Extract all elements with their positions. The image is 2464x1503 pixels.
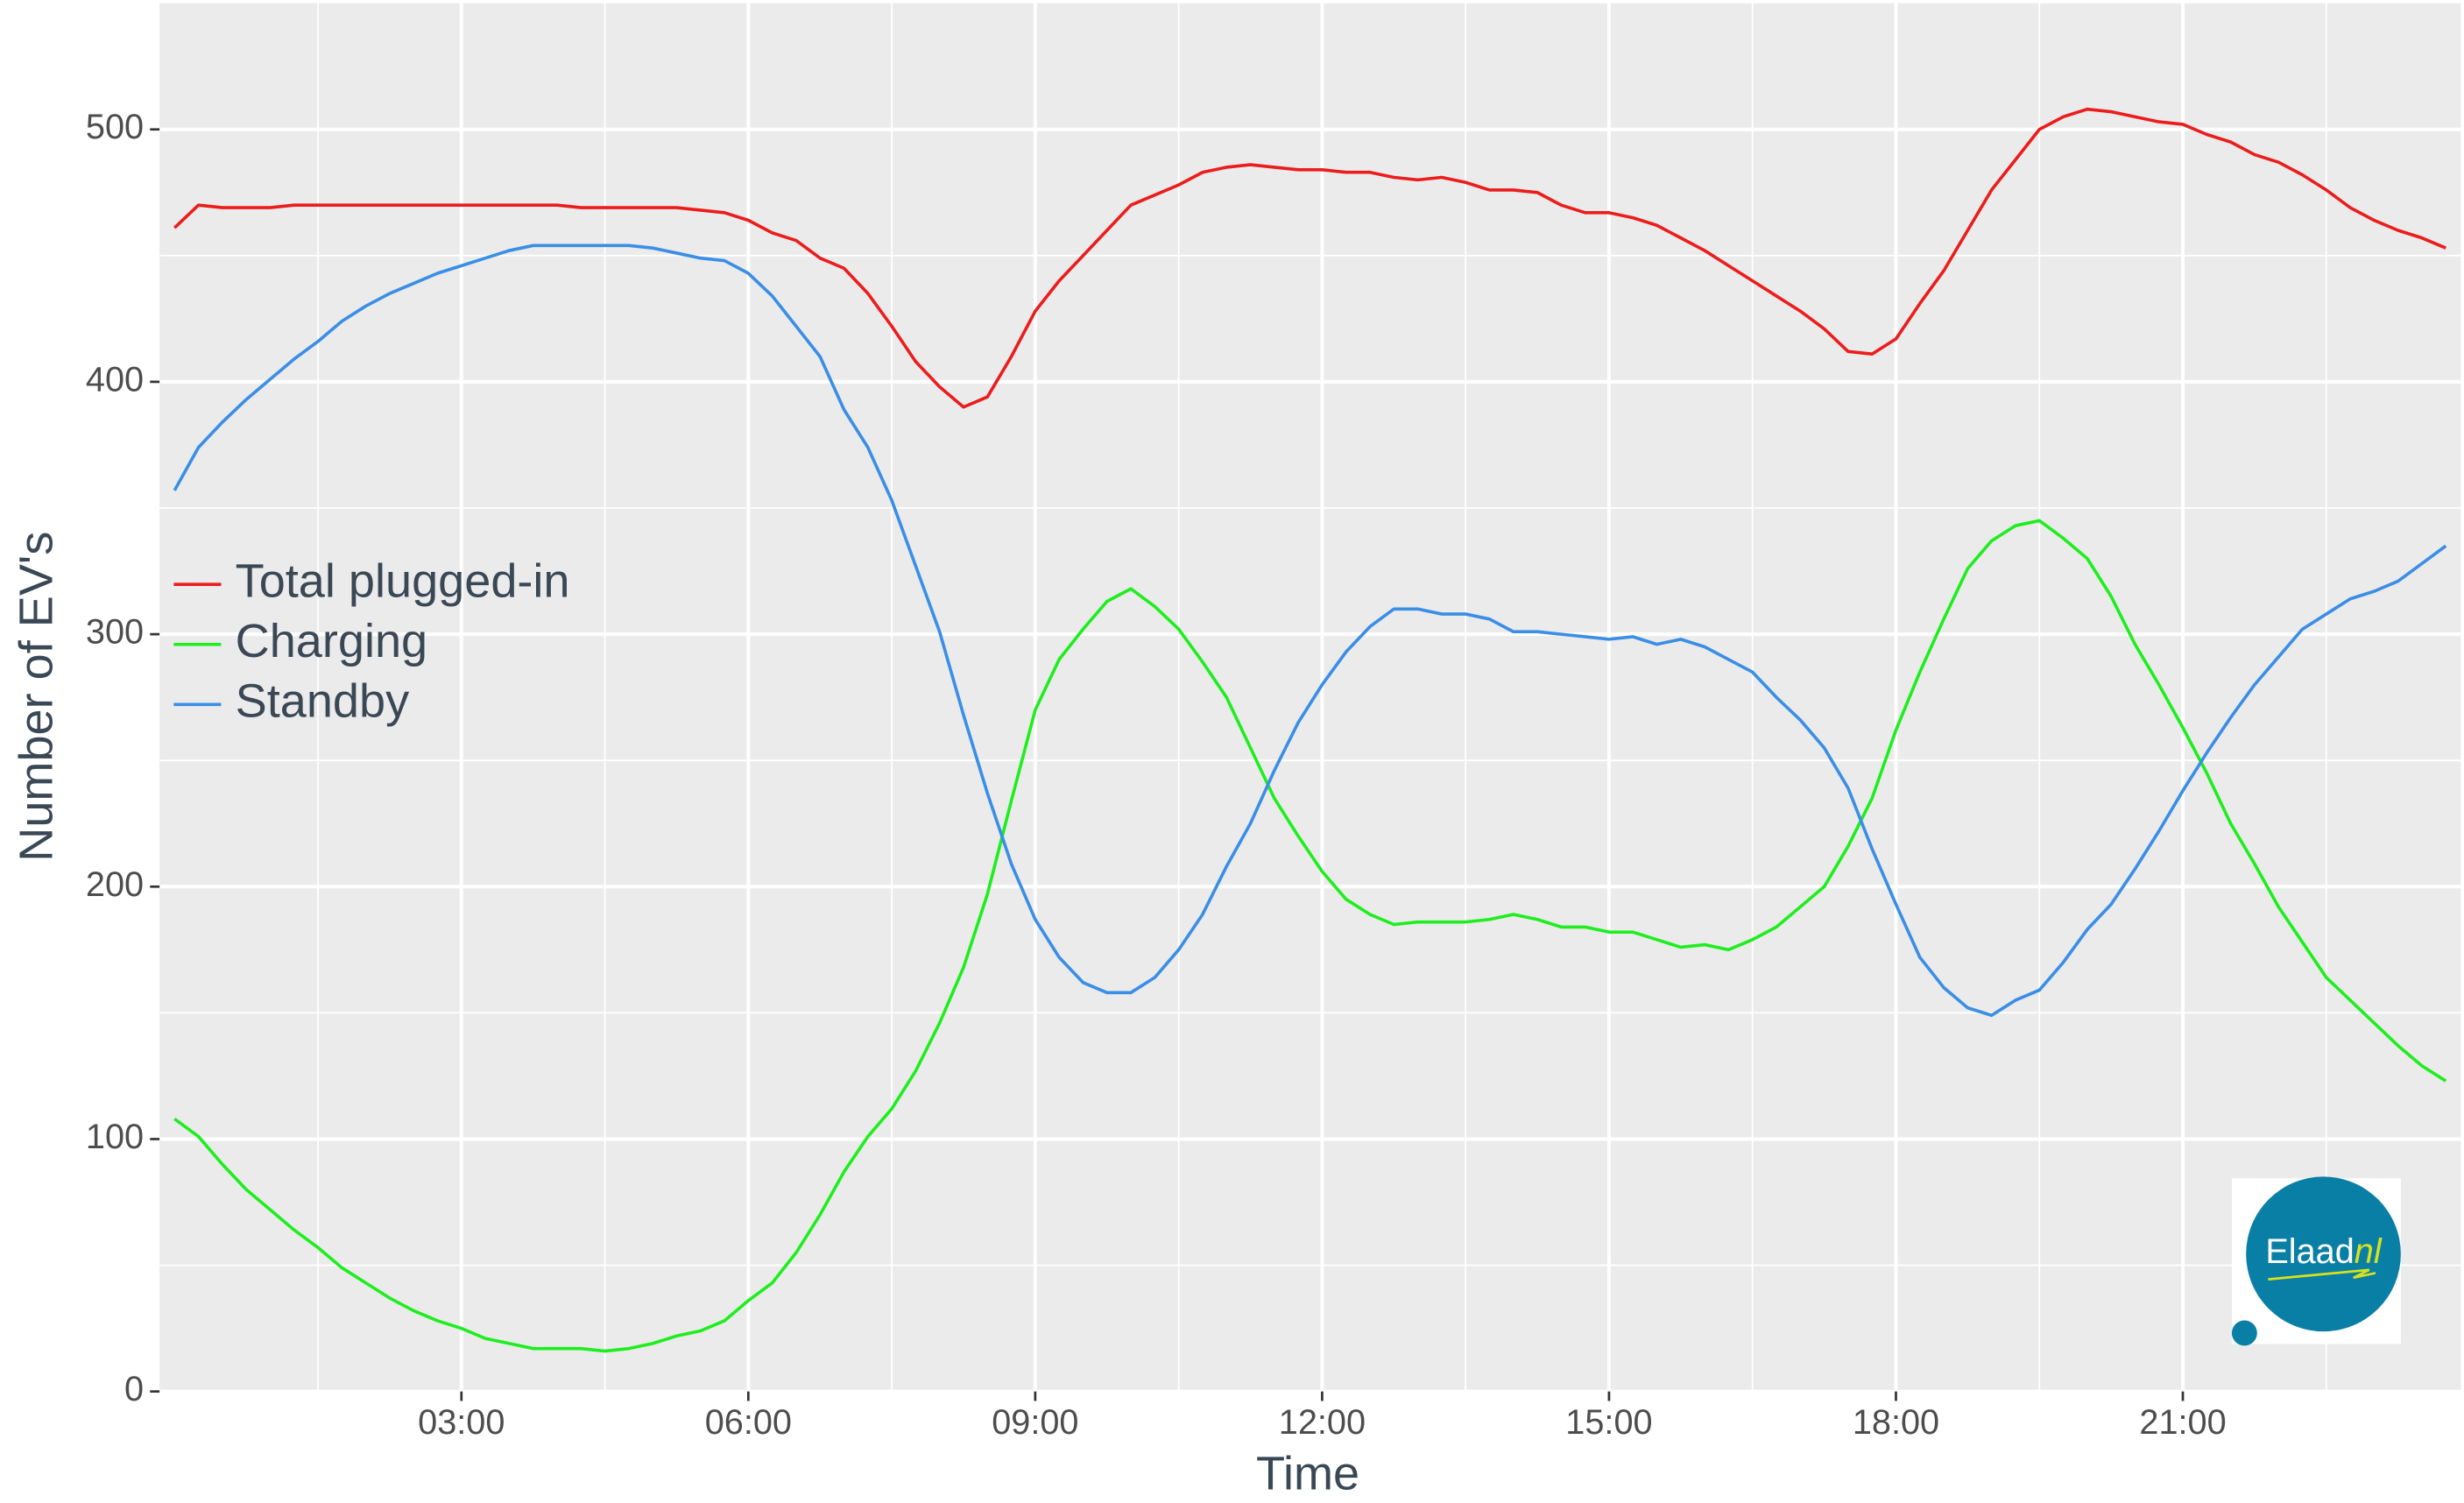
- logo-name: Elaad: [2265, 1232, 2354, 1271]
- panel: [159, 3, 2461, 1392]
- logo-text: Elaadnl: [2265, 1232, 2382, 1271]
- x-tick-label: 21:00: [2139, 1403, 2226, 1442]
- legend-label: Total plugged-in: [236, 555, 570, 608]
- legend-label: Standby: [236, 675, 409, 728]
- x-tick-label: 12:00: [1279, 1403, 1366, 1442]
- logo-bolt: [2268, 1268, 2376, 1281]
- y-tick-label: 400: [86, 360, 144, 399]
- x-tick-label: 15:00: [1565, 1403, 1652, 1442]
- logo-circle: [2246, 1176, 2401, 1332]
- grid: [159, 3, 2461, 1394]
- logo-suffix: nl: [2355, 1232, 2383, 1271]
- series-line: [173, 243, 2447, 1018]
- lines: [173, 107, 2447, 1353]
- axes: 0 100 200 300 400 500 03:00 06:00 09:00 12:00 15:0…: [86, 108, 2227, 1442]
- x-axis-title: Time: [1256, 1447, 1359, 1499]
- y-tick-label: 0: [124, 1370, 144, 1408]
- y-tick-label: 300: [86, 613, 144, 652]
- legend-label: Charging: [236, 615, 427, 667]
- series-line: [173, 519, 2447, 1353]
- y-tick-label: 100: [86, 1118, 144, 1156]
- logo: Elaadnl: [2231, 1176, 2401, 1346]
- y-axis-title: Number of EV's: [10, 532, 62, 862]
- logo-dot: [2231, 1320, 2257, 1346]
- y-tick-label: 500: [86, 108, 144, 146]
- x-tick-label: 03:00: [418, 1403, 505, 1442]
- x-tick-label: 06:00: [705, 1403, 792, 1442]
- y-tick-label: 200: [86, 865, 144, 904]
- x-tick-label: 18:00: [1853, 1403, 1939, 1442]
- x-tick-label: 09:00: [992, 1403, 1078, 1442]
- series-line: [173, 107, 2446, 409]
- legend: Total plugged-in Charging Standby: [173, 555, 570, 728]
